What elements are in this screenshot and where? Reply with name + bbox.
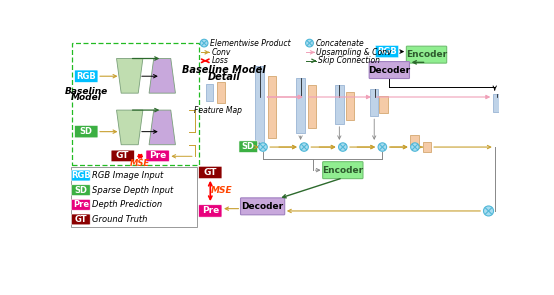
Bar — [335, 86, 343, 124]
Text: Pre: Pre — [149, 151, 166, 160]
Bar — [308, 85, 316, 128]
FancyBboxPatch shape — [199, 166, 222, 178]
Text: Pre: Pre — [202, 206, 219, 215]
Circle shape — [259, 143, 267, 151]
FancyBboxPatch shape — [146, 150, 169, 162]
Bar — [206, 84, 213, 101]
Text: Loss: Loss — [212, 56, 229, 65]
FancyBboxPatch shape — [75, 125, 98, 138]
Bar — [411, 135, 419, 145]
Text: Model: Model — [71, 93, 102, 102]
Text: Decoder: Decoder — [241, 202, 283, 211]
FancyBboxPatch shape — [239, 141, 258, 153]
Text: SD: SD — [80, 127, 93, 136]
Text: SD: SD — [74, 186, 88, 195]
Text: GT: GT — [75, 215, 87, 224]
Bar — [217, 82, 225, 103]
Text: Depth Prediction: Depth Prediction — [93, 200, 163, 209]
Bar — [346, 92, 355, 120]
FancyBboxPatch shape — [376, 45, 399, 58]
Circle shape — [484, 206, 494, 216]
Bar — [379, 96, 388, 113]
Text: Skip Connection: Skip Connection — [318, 56, 380, 65]
Text: Ground Truth: Ground Truth — [93, 215, 148, 224]
Text: Encoder: Encoder — [406, 50, 447, 59]
FancyBboxPatch shape — [71, 170, 90, 181]
Circle shape — [200, 39, 208, 47]
Text: Encoder: Encoder — [322, 166, 363, 175]
Bar — [71, 43, 199, 165]
FancyBboxPatch shape — [199, 205, 222, 217]
Text: Pre: Pre — [73, 200, 89, 209]
Text: GT: GT — [203, 168, 217, 177]
Bar — [423, 142, 431, 153]
Polygon shape — [116, 58, 143, 93]
Text: Elementwise Product: Elementwise Product — [211, 39, 291, 47]
Polygon shape — [149, 110, 176, 145]
Bar — [71, 167, 197, 227]
Circle shape — [306, 39, 314, 47]
Text: GT: GT — [116, 151, 130, 160]
Text: Conv: Conv — [212, 48, 231, 57]
Text: Baseline: Baseline — [65, 87, 108, 96]
Text: Baseline Model: Baseline Model — [182, 65, 266, 75]
FancyBboxPatch shape — [407, 46, 447, 63]
Text: Sparse Depth Input: Sparse Depth Input — [93, 186, 174, 195]
Text: Decoder: Decoder — [368, 65, 411, 75]
Text: RGB: RGB — [76, 72, 96, 81]
Circle shape — [300, 143, 309, 151]
FancyBboxPatch shape — [71, 199, 90, 210]
Text: Detail: Detail — [208, 72, 240, 82]
Circle shape — [411, 143, 419, 151]
Circle shape — [338, 143, 347, 151]
Polygon shape — [116, 110, 143, 145]
Text: Upsampling & Conv: Upsampling & Conv — [316, 48, 392, 57]
Text: RGB: RGB — [71, 171, 91, 180]
Text: MSE: MSE — [130, 159, 150, 168]
Text: Concatenate: Concatenate — [316, 39, 365, 47]
FancyBboxPatch shape — [75, 70, 98, 82]
Text: SD: SD — [242, 142, 255, 151]
FancyBboxPatch shape — [71, 185, 90, 196]
Text: Feature Map: Feature Map — [194, 106, 242, 114]
FancyBboxPatch shape — [71, 214, 90, 225]
Text: RGB: RGB — [377, 47, 397, 56]
Text: RGB Image Input: RGB Image Input — [93, 171, 164, 180]
Text: MSE: MSE — [211, 186, 232, 195]
Bar — [370, 88, 378, 116]
FancyBboxPatch shape — [322, 162, 363, 178]
Bar — [268, 76, 276, 138]
Bar — [296, 78, 305, 133]
FancyBboxPatch shape — [111, 150, 135, 162]
Bar — [493, 94, 502, 112]
FancyBboxPatch shape — [369, 62, 409, 78]
FancyBboxPatch shape — [240, 198, 285, 215]
Bar — [255, 66, 264, 143]
Polygon shape — [149, 58, 176, 93]
Circle shape — [378, 143, 387, 151]
